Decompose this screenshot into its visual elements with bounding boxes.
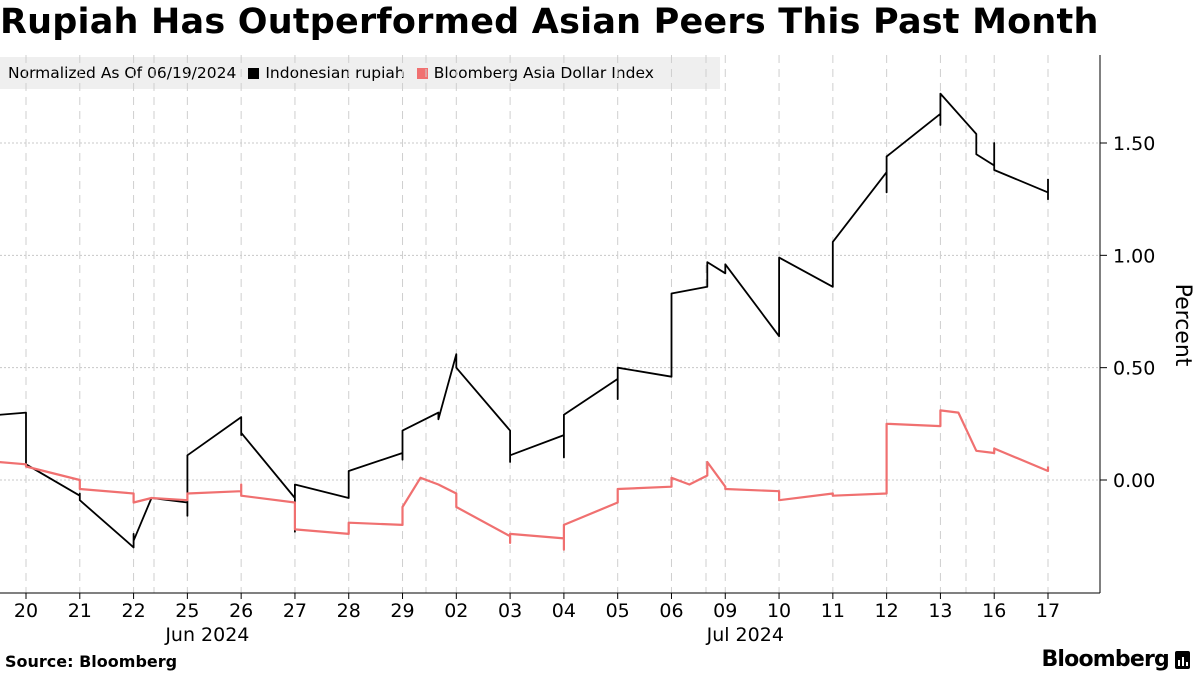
- brand-logo: Bloomberg: [1041, 647, 1190, 672]
- legend-item-asia-dollar: Bloomberg Asia Dollar Index: [416, 64, 654, 82]
- y-tick-label: 0.50: [1113, 358, 1155, 380]
- x-tick-label: 22: [121, 600, 145, 622]
- x-tick-label: 06: [659, 600, 683, 622]
- x-tick-label: 29: [390, 600, 414, 622]
- chart-legend: Normalized As Of 06/19/2024 Indonesian r…: [0, 57, 720, 89]
- y-axis-label: Percent: [1170, 284, 1195, 367]
- x-tick-label: 04: [552, 600, 576, 622]
- gridlines: [0, 55, 1100, 593]
- legend-label-rupiah: Indonesian rupiah: [265, 64, 405, 82]
- x-tick-label: 20: [14, 600, 38, 622]
- tick-labels: 0.00 0.50 1.00 1.50 Percent 20 21 22 25 26 27 28 29 0…: [14, 133, 1195, 646]
- x-tick-label: 25: [175, 600, 199, 622]
- series-lines: [0, 92, 1050, 551]
- x-tick-label: 21: [68, 600, 92, 622]
- x-tick-label: 10: [767, 600, 791, 622]
- x-tick-label: 05: [606, 600, 630, 622]
- x-tick-label: 02: [444, 600, 468, 622]
- x-tick-label: 17: [1036, 600, 1060, 622]
- axes: [0, 55, 1107, 599]
- x-tick-label: 12: [875, 600, 899, 622]
- legend-swatch-asia-dollar: [416, 67, 428, 79]
- month-label: Jun 2024: [164, 624, 249, 646]
- series-line-rupiah: [0, 92, 1049, 549]
- x-tick-label: 03: [498, 600, 522, 622]
- brand-name: Bloomberg: [1041, 647, 1169, 672]
- x-tick-label: 13: [928, 600, 952, 622]
- x-tick-label: 09: [713, 600, 737, 622]
- normalization-note: Normalized As Of 06/19/2024: [8, 64, 237, 82]
- y-tick-label: 1.50: [1113, 133, 1155, 155]
- legend-label-asia-dollar: Bloomberg Asia Dollar Index: [433, 64, 654, 82]
- x-tick-label: 27: [283, 600, 307, 622]
- bloomberg-terminal-icon: [1175, 650, 1190, 669]
- source-note: Source: Bloomberg: [5, 652, 178, 671]
- legend-item-rupiah: Indonesian rupiah: [248, 64, 405, 82]
- x-tick-label: 26: [229, 600, 253, 622]
- x-tick-label: 28: [337, 600, 361, 622]
- y-tick-label: 1.00: [1113, 245, 1155, 267]
- chart-title: Rupiah Has Outperformed Asian Peers This…: [0, 2, 1099, 42]
- month-label: Jul 2024: [706, 624, 784, 646]
- x-tick-label: 16: [982, 600, 1006, 622]
- x-tick-label: 11: [821, 600, 845, 622]
- legend-swatch-rupiah: [248, 67, 260, 79]
- series-line-asia-dollar: [0, 409, 1050, 551]
- y-tick-label: 0.00: [1113, 470, 1155, 492]
